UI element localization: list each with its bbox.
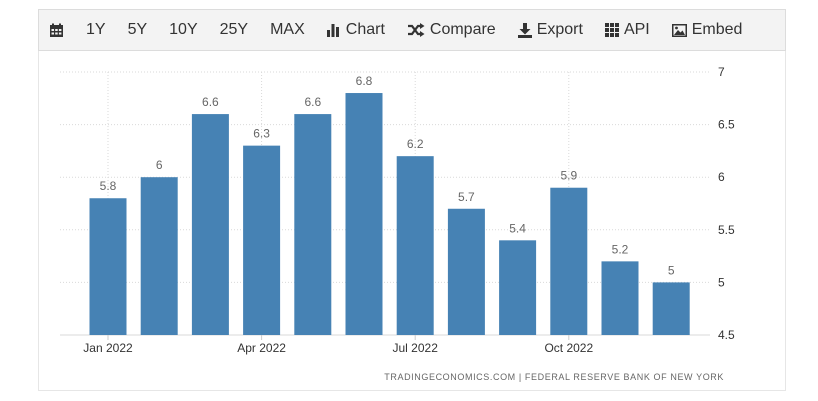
bar-aug-2022[interactable] bbox=[447, 208, 485, 335]
bar-sep-2022[interactable] bbox=[499, 240, 537, 335]
range-25y-button[interactable]: 25Y bbox=[219, 21, 249, 38]
bar-jul-2022[interactable] bbox=[396, 156, 434, 335]
data-label: 6.8 bbox=[356, 74, 373, 88]
range-max-button[interactable]: MAX bbox=[270, 21, 305, 38]
y-tick-label: 6 bbox=[718, 170, 725, 184]
source-credit: TRADINGECONOMICS.COM | FEDERAL RESERVE B… bbox=[384, 372, 724, 382]
data-labels: 5.8 6 6.6 6.3 6.6 6.8 6.2 5.7 5.4 5.9 5.2 5 bbox=[100, 74, 675, 277]
y-axis: 4.5 5 5.5 6 6.5 7 bbox=[718, 65, 735, 342]
calendar-icon[interactable] bbox=[49, 23, 64, 38]
y-tick-label: 5 bbox=[718, 275, 725, 289]
export-button-label: Export bbox=[536, 21, 583, 38]
bar-oct-2022[interactable] bbox=[550, 187, 588, 335]
bar-series bbox=[89, 93, 690, 335]
data-label: 6.6 bbox=[202, 95, 219, 109]
x-tick-label: Jul 2022 bbox=[393, 341, 439, 355]
bar-chart-icon bbox=[326, 23, 341, 38]
data-label: 5.7 bbox=[458, 190, 475, 204]
bar-nov-2022[interactable] bbox=[601, 261, 639, 335]
chart-toolbar: 1Y 5Y 10Y 25Y MAX Chart Compare bbox=[38, 9, 786, 51]
shuffle-icon bbox=[407, 23, 425, 37]
x-tick-label: Oct 2022 bbox=[544, 341, 593, 355]
data-label: 6.2 bbox=[407, 137, 424, 151]
api-button-label: API bbox=[623, 21, 650, 38]
grid-icon bbox=[604, 23, 619, 37]
range-10y-button[interactable]: 10Y bbox=[169, 21, 198, 38]
export-button[interactable]: Export bbox=[517, 21, 583, 39]
range-1y-button[interactable]: 1Y bbox=[86, 21, 106, 38]
y-tick-label: 4.5 bbox=[718, 328, 735, 342]
data-label: 6.6 bbox=[304, 95, 321, 109]
data-label: 5.4 bbox=[509, 221, 526, 235]
embed-button-label: Embed bbox=[691, 21, 743, 38]
data-label: 5 bbox=[668, 263, 675, 277]
range-5y-button[interactable]: 5Y bbox=[127, 21, 148, 38]
data-label: 6.3 bbox=[253, 127, 270, 141]
data-label: 6 bbox=[156, 158, 163, 172]
bar-may-2022[interactable] bbox=[294, 114, 332, 335]
bar-feb-2022[interactable] bbox=[140, 177, 178, 335]
y-tick-label: 7 bbox=[718, 65, 725, 79]
embed-button[interactable]: Embed bbox=[671, 21, 743, 39]
chart-button-label: Chart bbox=[345, 21, 385, 38]
x-tick-label: Jan 2022 bbox=[83, 341, 133, 355]
data-label: 5.8 bbox=[100, 179, 117, 193]
bar-jan-2022[interactable] bbox=[89, 198, 127, 335]
bar-mar-2022[interactable] bbox=[191, 114, 229, 335]
compare-button[interactable]: Compare bbox=[407, 21, 496, 39]
api-button[interactable]: API bbox=[604, 21, 650, 39]
y-tick-label: 5.5 bbox=[718, 223, 735, 237]
download-icon bbox=[517, 22, 532, 38]
chart-type-button[interactable]: Chart bbox=[326, 21, 385, 39]
bar-dec-2022[interactable] bbox=[652, 282, 690, 335]
image-icon bbox=[671, 23, 687, 37]
data-label: 5.9 bbox=[560, 169, 577, 183]
bar-jun-2022[interactable] bbox=[345, 93, 383, 335]
bar-apr-2022[interactable] bbox=[243, 145, 281, 335]
compare-button-label: Compare bbox=[429, 21, 496, 38]
x-axis: Jan 2022 Apr 2022 Jul 2022 Oct 2022 bbox=[83, 335, 593, 355]
y-tick-label: 6.5 bbox=[718, 118, 735, 132]
data-label: 5.2 bbox=[612, 242, 629, 256]
x-tick-label: Apr 2022 bbox=[237, 341, 286, 355]
